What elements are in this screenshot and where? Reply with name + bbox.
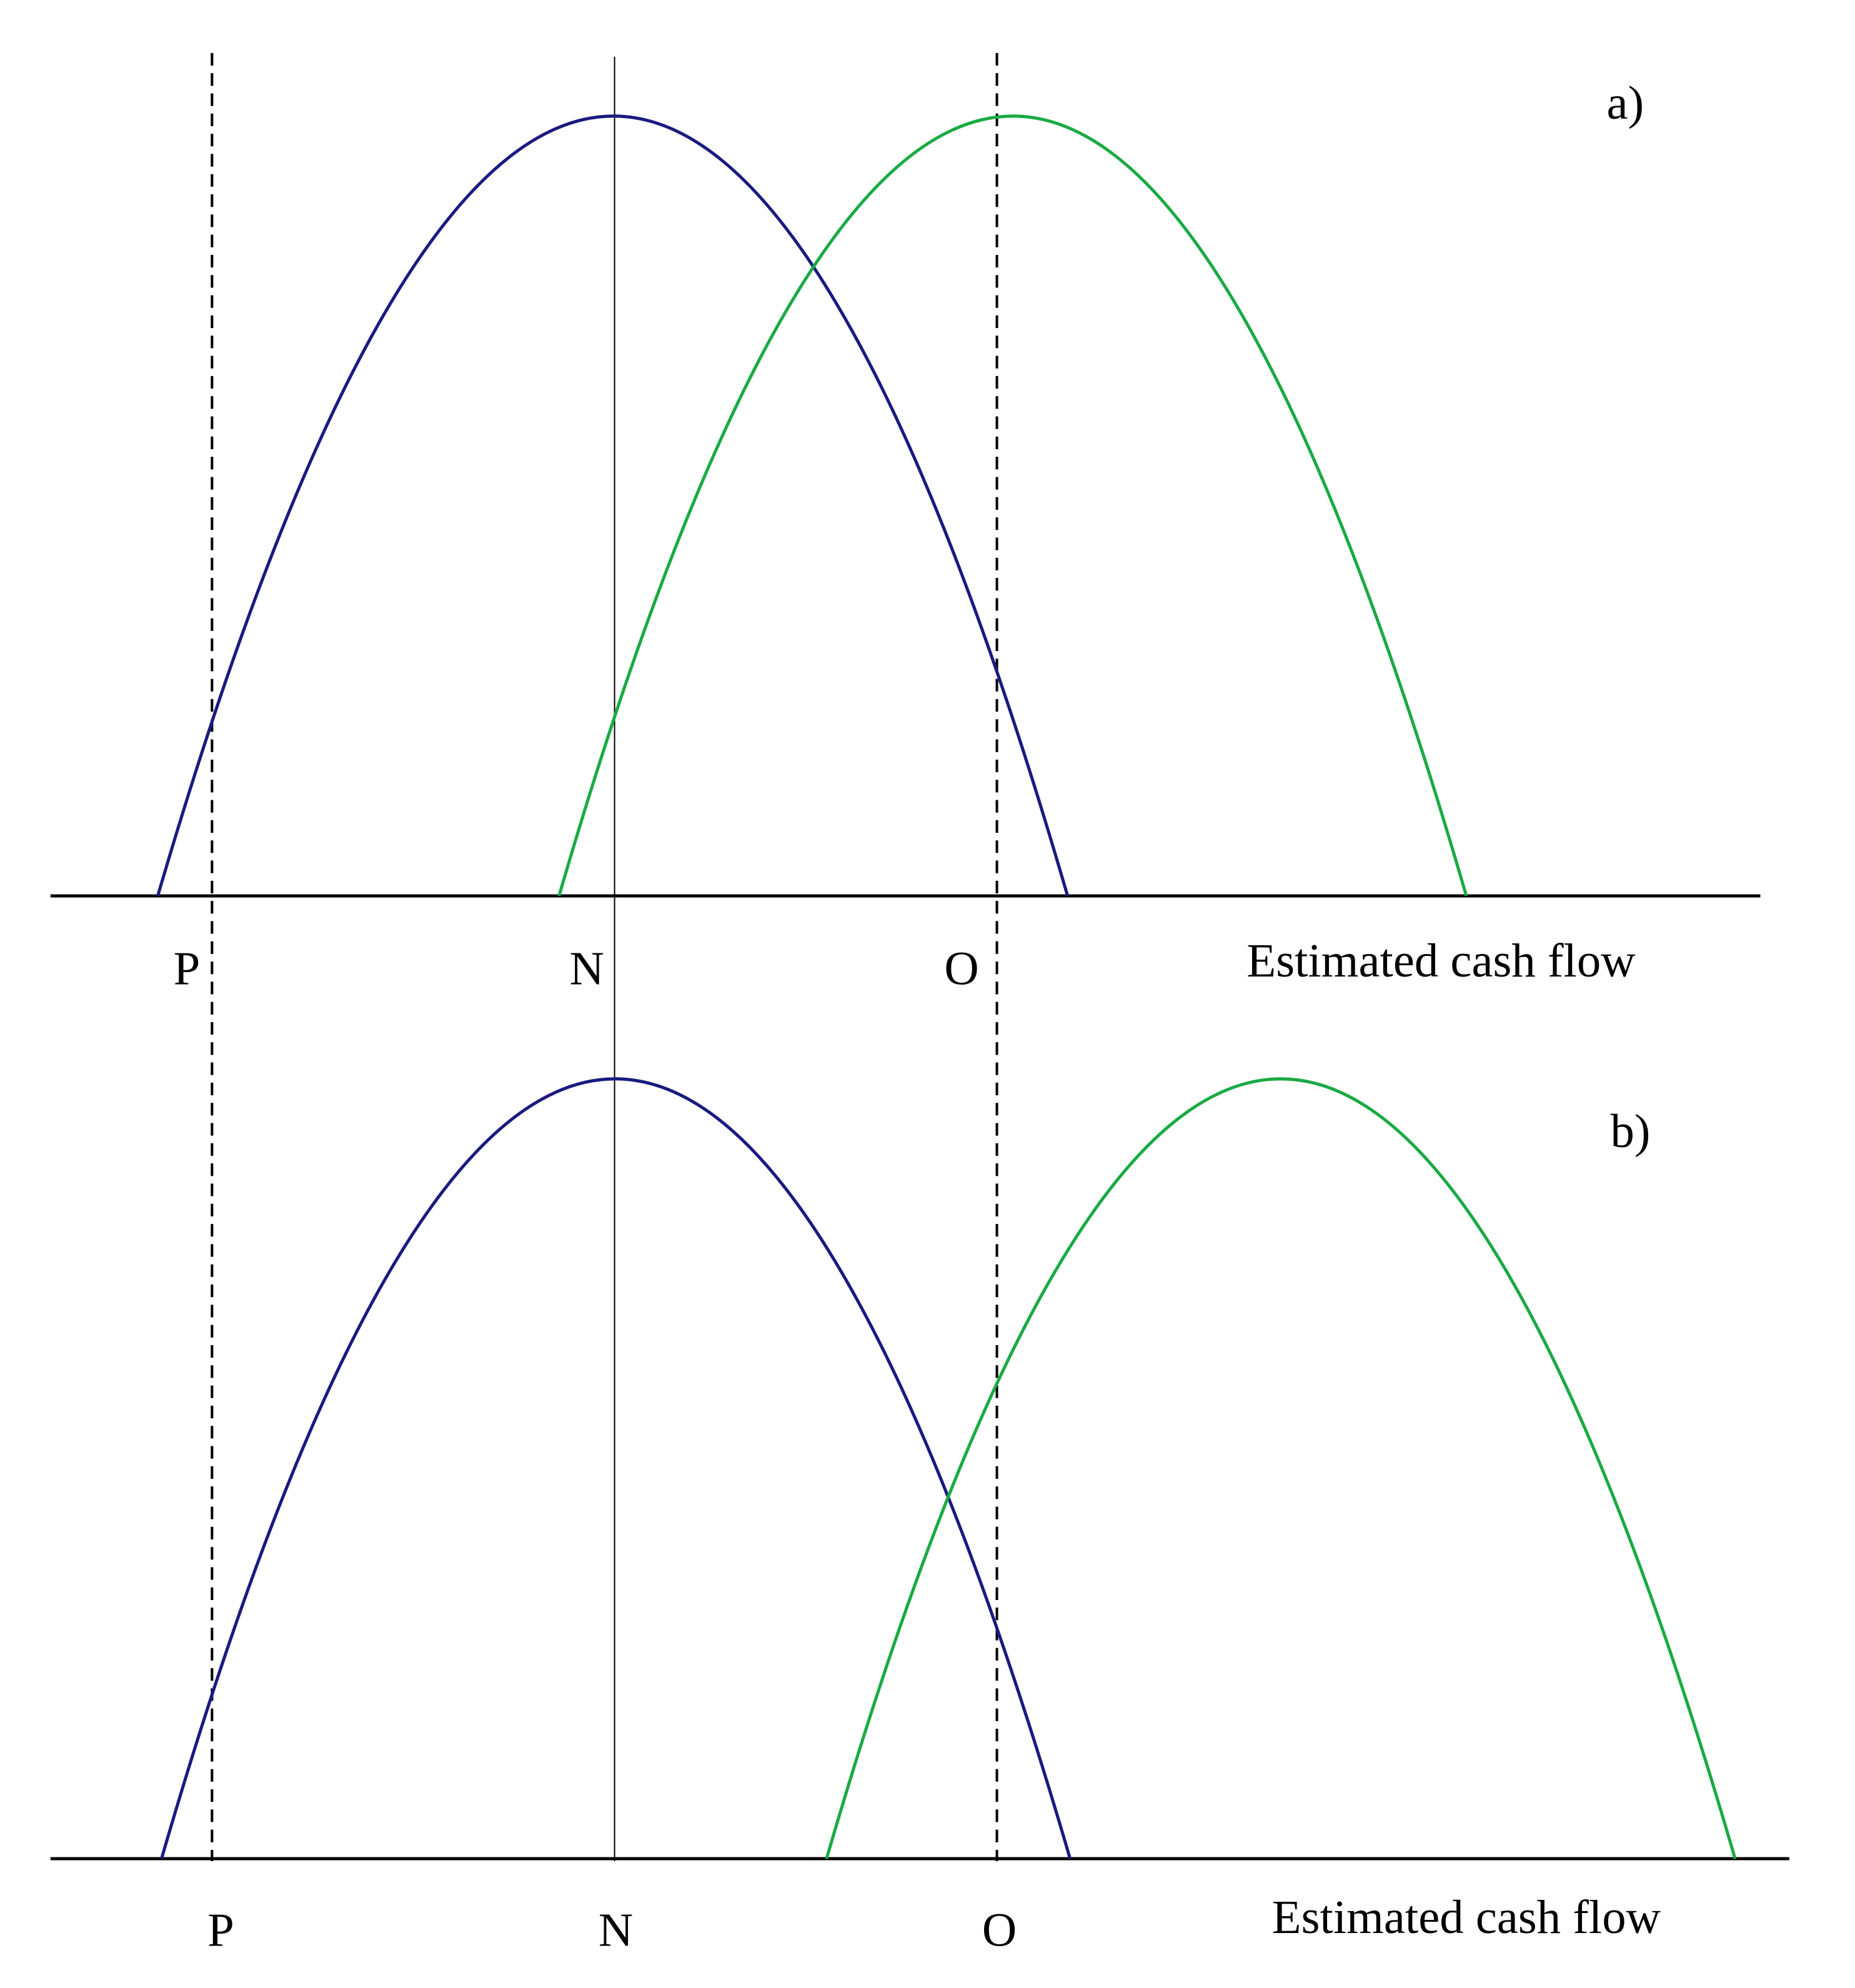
curve-blue (156, 114, 1070, 897)
marker-label: O (944, 942, 978, 995)
panel-label: a) (1607, 76, 1644, 129)
axis-label: Estimated cash flow (1246, 934, 1636, 987)
axis-label: Estimated cash flow (1272, 1891, 1661, 1944)
marker-label: P (174, 942, 201, 995)
curve-green (557, 114, 1468, 897)
marker-label: O (982, 1903, 1017, 1956)
marker-label: N (599, 1903, 633, 1956)
panel-label: b) (1610, 1105, 1650, 1158)
panel-a: a) P N O Estimated cash flow (50, 76, 1761, 995)
marker-label: P (207, 1903, 234, 1956)
curve-blue (160, 1077, 1072, 1859)
panel-b: b) P N O Estimated cash flow (50, 1077, 1789, 1956)
curve-green (825, 1077, 1737, 1859)
marker-label: N (569, 942, 604, 995)
